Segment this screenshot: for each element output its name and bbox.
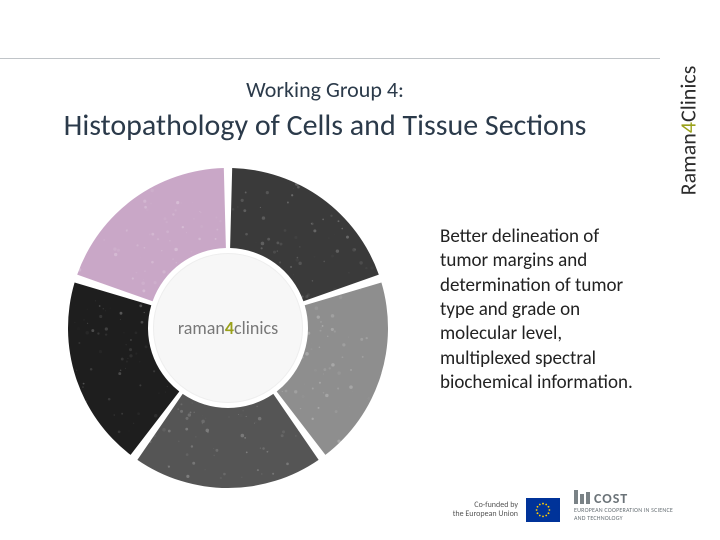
cofunded-text: Co-funded by the European Union [453,501,518,519]
body-text: Better delineation of tumor margins and … [440,225,640,395]
heading-block: Working Group 4: Histopathology of Cells… [0,76,650,144]
image-wheel: raman4clinics [68,168,388,488]
divider-top [0,58,660,59]
side-brand-part1: Raman [675,133,702,195]
slide: Working Group 4: Histopathology of Cells… [0,0,720,540]
footer: Co-funded by the European Union CO [0,482,720,530]
cofunded-block: Co-funded by the European Union [453,498,560,522]
side-brand-text: Raman4Clinics [675,65,702,195]
side-brand: Raman4Clinics [670,40,706,220]
heading-title: Histopathology of Cells and Tissue Secti… [0,107,650,144]
side-brand-part3: Clinics [675,65,702,121]
side-brand-part2: 4 [675,122,702,133]
cost-word: COST [594,492,628,506]
cost-sub: EUROPEAN COOPERATION IN SCIENCE AND TECH… [574,506,684,522]
eu-flag-icon [526,498,560,522]
wheel-center-label: raman4clinics [153,253,303,403]
center-label-part3: clinics [234,317,278,339]
center-label-part1: raman [178,317,225,339]
cost-bars-icon [574,490,590,504]
cofunded-line2: the European Union [453,510,518,519]
cost-logo: COST EUROPEAN COOPERATION IN SCIENCE AND… [574,490,684,522]
center-label-part2: 4 [225,317,234,339]
heading-overline: Working Group 4: [0,76,650,103]
